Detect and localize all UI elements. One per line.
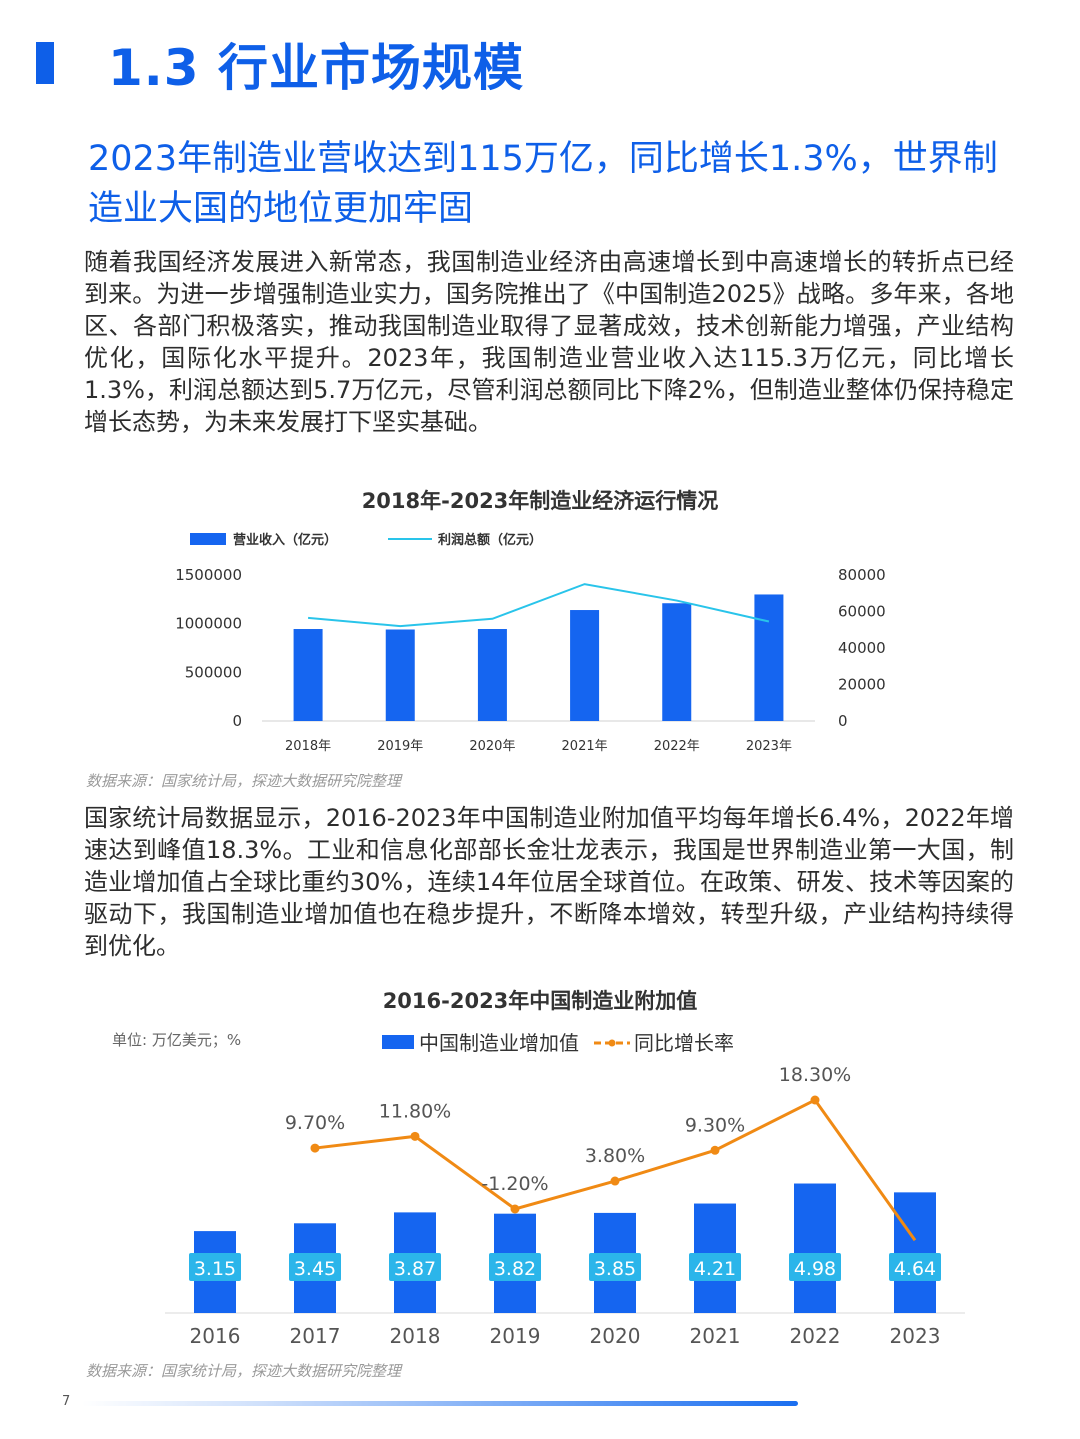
chart2-line: 9.70% 11.80% -1.20% 3.80% 9.30% 18.30% xyxy=(285,1064,917,1242)
value-added-bar xyxy=(894,1192,936,1313)
x-tick-label: 2022年 xyxy=(654,739,700,754)
bar-value-label-box xyxy=(489,1253,541,1281)
y-right-tick: 0 xyxy=(838,712,848,730)
growth-rate-point xyxy=(810,1095,820,1105)
x-tick-label: 2021年 xyxy=(562,739,608,754)
bar-value-label-box xyxy=(889,1253,941,1281)
chart-manufacturing-operation: 2018年-2023年制造业经济运行情况 营业收入（亿元） 利润总额（亿元） 15… xyxy=(175,489,886,754)
y-right-tick: 80000 xyxy=(838,566,886,584)
revenue-bar xyxy=(662,603,692,721)
bar-value-label: 4.64 xyxy=(894,1258,936,1280)
value-added-bar xyxy=(794,1183,836,1313)
bar-value-label: 4.21 xyxy=(694,1258,736,1280)
legend-swatch-revenue xyxy=(190,533,226,545)
bar-value-label: 3.85 xyxy=(594,1258,636,1280)
chart2-legend: 中国制造业增加值 同比增长率 xyxy=(382,1031,734,1055)
growth-rate-label: 9.70% xyxy=(285,1112,345,1134)
value-added-paragraph: 国家统计局数据显示，2016-2023年中国制造业附加值平均每年增长6.4%，2… xyxy=(84,804,1014,960)
y-right-tick: 40000 xyxy=(838,639,886,657)
legend-label-profit: 利润总额（亿元） xyxy=(438,532,542,548)
chart1-source: 数据来源：国家统计局，探迹大数据研究院整理 xyxy=(86,772,402,790)
bar-value-label-box xyxy=(289,1253,341,1281)
x-tick-label: 2022 xyxy=(790,1324,841,1348)
x-tick-label: 2019年 xyxy=(377,739,423,754)
x-tick-label: 2023 xyxy=(890,1324,941,1348)
revenue-bar xyxy=(477,629,507,721)
legend-swatch-value-added xyxy=(382,1035,414,1049)
legend-label-value-added: 中国制造业增加值 xyxy=(419,1031,579,1055)
section-title: 1.3 行业市场规模 xyxy=(108,39,524,97)
growth-rate-label: 9.30% xyxy=(685,1114,745,1136)
bar-value-label-box xyxy=(789,1253,841,1281)
bar-value-label: 4.98 xyxy=(794,1258,836,1280)
chart2-x-labels: 2016 2017 2018 2019 2020 2021 2022 2023 xyxy=(190,1324,941,1348)
x-tick-label: 2020 xyxy=(590,1324,641,1348)
bar-value-label: 3.45 xyxy=(294,1258,336,1280)
x-tick-label: 2021 xyxy=(690,1324,741,1348)
y-right-tick: 20000 xyxy=(838,676,886,694)
chart1-title: 2018年-2023年制造业经济运行情况 xyxy=(362,489,719,513)
legend-label-revenue: 营业收入（亿元） xyxy=(233,532,337,548)
chart1-bars xyxy=(293,594,784,721)
bar-value-label-box xyxy=(589,1253,641,1281)
chart2-title: 2016-2023年中国制造业附加值 xyxy=(383,989,698,1013)
chart1-line xyxy=(307,583,770,628)
bar-value-label-box xyxy=(189,1253,241,1281)
chart1-axes: 1500000 1000000 500000 0 80000 60000 40000 2000… xyxy=(175,566,886,730)
y-left-tick: 1500000 xyxy=(175,566,242,584)
growth-rate-point xyxy=(510,1204,520,1214)
x-tick-label: 2018 xyxy=(390,1324,441,1348)
chart1-legend: 营业收入（亿元） 利润总额（亿元） xyxy=(190,532,542,548)
bar-value-label: 3.87 xyxy=(394,1258,436,1280)
intro-paragraph: 随着我国经济发展进入新常态，我国制造业经济由高速增长到中高速增长的转折点已经到来… xyxy=(84,248,1014,436)
revenue-bar xyxy=(385,629,415,721)
headline: 2023年制造业营收达到115万亿，同比增长1.3%，世界制造业大国的地位更加牢… xyxy=(88,139,998,229)
x-tick-label: 2016 xyxy=(190,1324,241,1348)
x-tick-label: 2023年 xyxy=(746,739,792,754)
bar-value-label-box xyxy=(389,1253,441,1281)
y-left-tick: 0 xyxy=(232,712,242,730)
x-tick-label: 2020年 xyxy=(469,739,515,754)
y-left-tick: 1000000 xyxy=(175,615,242,633)
section-accent-bar xyxy=(36,42,54,84)
profit-line xyxy=(307,583,770,628)
legend-marker-growth xyxy=(608,1039,616,1047)
x-tick-label: 2018年 xyxy=(285,739,331,754)
chart2-source: 数据来源：国家统计局，探迹大数据研究院整理 xyxy=(86,1362,402,1380)
growth-rate-label: 18.30% xyxy=(779,1064,851,1086)
growth-rate-point xyxy=(310,1143,320,1153)
footer-line xyxy=(82,1401,798,1406)
chart1-x-labels: 2018年 2019年 2020年 2021年 2022年 2023年 xyxy=(285,739,792,754)
x-tick-label: 2019 xyxy=(490,1324,541,1348)
growth-rate-label: -1.20% xyxy=(481,1173,548,1195)
bar-value-label: 3.15 xyxy=(194,1258,236,1280)
revenue-bar xyxy=(754,594,784,721)
chart-manufacturing-value-added: 2016-2023年中国制造业附加值 单位: 万亿美元；% 中国制造业增加值 同比… xyxy=(112,989,965,1348)
bar-value-label-box xyxy=(689,1253,741,1281)
x-tick-label: 2017 xyxy=(290,1324,341,1348)
growth-rate-point xyxy=(610,1176,620,1186)
y-left-tick: 500000 xyxy=(185,663,242,681)
chart2-bars: 3.15 3.45 3.87 3.82 3.85 4.21 4.98 4.64 xyxy=(165,1183,965,1314)
revenue-bar xyxy=(570,610,600,721)
growth-rate-label: 3.80% xyxy=(585,1145,645,1167)
revenue-bar xyxy=(293,629,323,721)
y-right-tick: 60000 xyxy=(838,603,886,621)
bar-value-label: 3.82 xyxy=(494,1258,536,1280)
growth-rate-label: 11.80% xyxy=(379,1100,451,1122)
page-number: 7 xyxy=(62,1394,71,1409)
legend-label-growth: 同比增长率 xyxy=(634,1031,734,1055)
growth-rate-point xyxy=(710,1145,720,1155)
chart2-unit-label: 单位: 万亿美元；% xyxy=(112,1031,241,1049)
growth-rate-point xyxy=(410,1131,420,1141)
